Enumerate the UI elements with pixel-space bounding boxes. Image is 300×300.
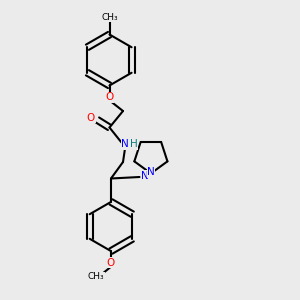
Text: O: O	[87, 112, 95, 123]
Text: O: O	[105, 92, 114, 103]
Text: N: N	[121, 139, 129, 149]
Text: H: H	[130, 139, 138, 149]
Text: N: N	[147, 167, 155, 177]
Text: O: O	[106, 257, 114, 268]
Text: CH₃: CH₃	[88, 272, 104, 281]
Text: N: N	[141, 170, 149, 181]
Text: CH₃: CH₃	[101, 13, 118, 22]
